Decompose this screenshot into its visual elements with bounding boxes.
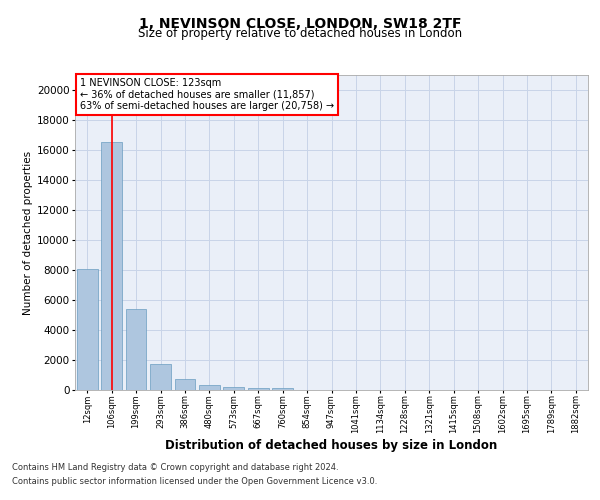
Y-axis label: Number of detached properties: Number of detached properties [23, 150, 32, 314]
Bar [77, 268, 98, 390]
Bar [175, 379, 196, 390]
Bar [223, 387, 244, 390]
Bar [248, 388, 269, 390]
Bar [125, 309, 146, 390]
Text: 1, NEVINSON CLOSE, LONDON, SW18 2TF: 1, NEVINSON CLOSE, LONDON, SW18 2TF [139, 18, 461, 32]
Text: Contains HM Land Registry data © Crown copyright and database right 2024.: Contains HM Land Registry data © Crown c… [12, 462, 338, 471]
X-axis label: Distribution of detached houses by size in London: Distribution of detached houses by size … [166, 439, 497, 452]
Bar [150, 364, 171, 390]
Text: Contains public sector information licensed under the Open Government Licence v3: Contains public sector information licen… [12, 478, 377, 486]
Text: 1 NEVINSON CLOSE: 123sqm
← 36% of detached houses are smaller (11,857)
63% of se: 1 NEVINSON CLOSE: 123sqm ← 36% of detach… [80, 78, 334, 112]
Bar [199, 385, 220, 390]
Text: Size of property relative to detached houses in London: Size of property relative to detached ho… [138, 28, 462, 40]
Bar [272, 388, 293, 390]
Bar [101, 142, 122, 390]
